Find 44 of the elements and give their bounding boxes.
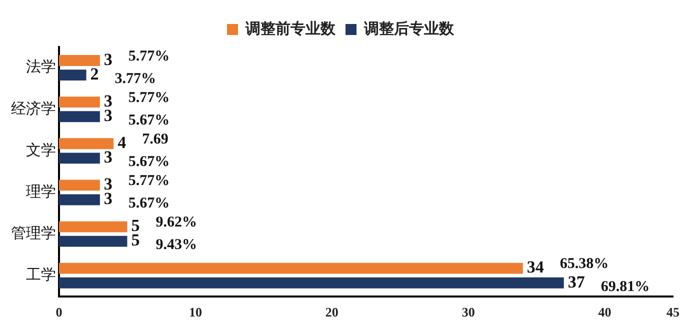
bar <box>59 236 128 247</box>
data-label: 3 <box>104 148 112 167</box>
bar <box>59 221 128 232</box>
data-label: 34 <box>526 258 544 277</box>
bar <box>59 277 564 288</box>
x-tick-label: 45 <box>666 304 680 320</box>
bar <box>59 96 100 108</box>
x-tick-label: 40 <box>598 304 612 320</box>
annotation: 69.81% <box>600 278 650 295</box>
annotation: 7.69 <box>142 132 168 148</box>
bar <box>59 194 100 206</box>
annotation: 3.77% <box>114 70 156 87</box>
annotation: 5.77% <box>128 48 170 64</box>
y-tick-label: 工学 <box>26 266 56 284</box>
x-tick-label: 30 <box>462 304 475 320</box>
y-tick-label: 经济学 <box>11 100 56 118</box>
x-tick-label: 0 <box>56 304 62 320</box>
bar <box>59 111 100 122</box>
annotation: 9.43% <box>156 237 197 254</box>
annotation: 9.62% <box>156 214 197 231</box>
annotation: 5.77% <box>128 173 170 190</box>
legend-label: 调整前专业数 <box>244 20 336 38</box>
bar <box>59 152 100 164</box>
annotation: 5.67% <box>128 196 170 212</box>
x-tick-label: 20 <box>325 304 338 320</box>
annotation: 5.77% <box>128 90 170 106</box>
bar <box>59 180 100 191</box>
annotation: 5.67% <box>128 112 170 128</box>
x-tick-label: 10 <box>188 304 202 320</box>
data-label: 2 <box>90 64 99 84</box>
bar <box>59 70 86 81</box>
data-label: 37 <box>568 272 586 292</box>
y-tick-label: 文学 <box>26 142 56 159</box>
bar <box>59 262 523 274</box>
annotation: 65.38% <box>560 256 609 272</box>
y-tick-label: 管理学 <box>11 224 56 242</box>
legend-label: 调整后专业数 <box>363 20 455 38</box>
data-label: 3 <box>104 50 112 69</box>
y-tick-label: 理学 <box>26 183 56 200</box>
annotation: 5.67% <box>128 154 170 170</box>
bar <box>59 55 100 66</box>
bar <box>59 138 114 150</box>
y-tick-label: 法学 <box>26 58 56 76</box>
data-label: 4 <box>118 133 127 152</box>
